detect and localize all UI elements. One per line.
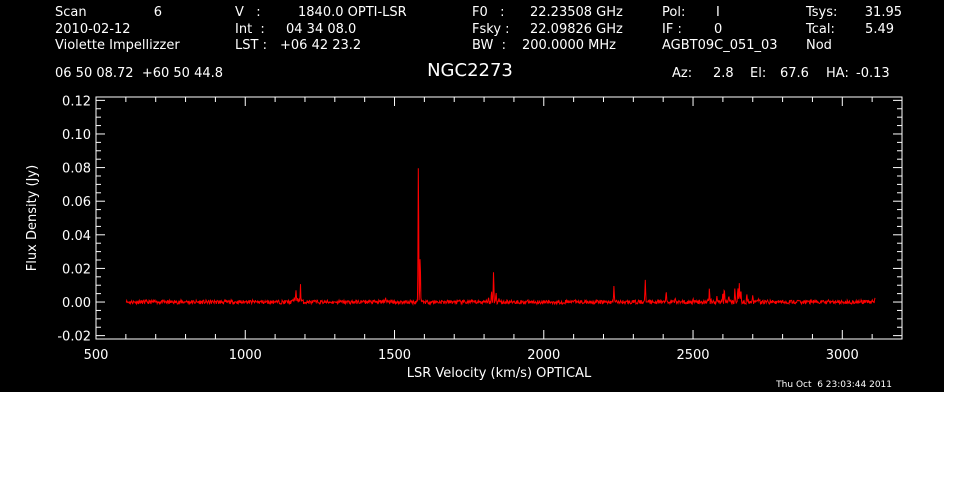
azimuth-value: 2.8 bbox=[713, 66, 734, 81]
tcal-label: Tcal: bbox=[806, 22, 835, 37]
scan-label: Scan bbox=[55, 5, 87, 20]
hour-angle-value: -0.13 bbox=[856, 66, 890, 81]
hour-angle-label: HA: bbox=[826, 66, 849, 81]
x-tick-label: 2500 bbox=[676, 348, 709, 363]
spectrum-panel bbox=[0, 0, 944, 392]
x-tick-label: 1000 bbox=[229, 348, 262, 363]
y-tick-label: 0.08 bbox=[62, 162, 91, 177]
integration-label: Int : bbox=[235, 22, 265, 37]
y-tick-label: 0.00 bbox=[62, 296, 91, 311]
lst-value: +06 42 23.2 bbox=[280, 38, 362, 53]
velocity-label: V : bbox=[235, 5, 261, 20]
y-tick-label: -0.02 bbox=[57, 330, 91, 345]
bandwidth-value: 200.0000 MHz bbox=[522, 38, 616, 53]
if-label: IF : bbox=[662, 22, 682, 37]
switching-mode: Nod bbox=[806, 38, 832, 53]
scan-number: 6 bbox=[153, 5, 162, 20]
y-tick-label: 0.12 bbox=[62, 94, 91, 109]
sky-frequency-label: Fsky : bbox=[472, 22, 510, 37]
velocity-value: 1840.0 OPTI-LSR bbox=[298, 5, 407, 20]
x-tick-label: 1500 bbox=[378, 348, 411, 363]
sky-frequency-value: 22.09826 GHz bbox=[530, 22, 623, 37]
rest-frequency-value: 22.23508 GHz bbox=[530, 5, 623, 20]
y-tick-label: 0.10 bbox=[62, 128, 91, 143]
integration-value: 04 34 08.0 bbox=[286, 22, 357, 37]
y-axis-title: Flux Density (Jy) bbox=[25, 165, 40, 271]
spectrum-series-line bbox=[125, 168, 876, 306]
polarization-value: I bbox=[716, 5, 720, 20]
y-tick-label: 0.06 bbox=[62, 195, 91, 210]
polarization-label: Pol: bbox=[662, 5, 686, 20]
if-value: 0 bbox=[714, 22, 723, 37]
observer-name: Violette Impellizzer bbox=[55, 38, 180, 53]
x-tick-label: 500 bbox=[84, 348, 109, 363]
source-coordinates: 06 50 08.72 +60 50 44.8 bbox=[55, 66, 224, 81]
elevation-value: 67.6 bbox=[780, 66, 809, 81]
spectrum-plot: 500 1000 1500 2000 2500 3000 -0.02 0.00 0.02 0.04… bbox=[25, 94, 903, 381]
elevation-label: El: bbox=[750, 66, 767, 81]
y-tick-label: 0.02 bbox=[62, 262, 91, 277]
x-axis-title: LSR Velocity (km/s) OPTICAL bbox=[407, 366, 592, 381]
bandwidth-label: BW : bbox=[472, 38, 506, 53]
azimuth-label: Az: bbox=[672, 66, 693, 81]
x-tick-label: 3000 bbox=[826, 348, 859, 363]
plot-timestamp: Thu Oct 6 23:03:44 2011 bbox=[776, 380, 892, 390]
observation-date: 2010-02-12 bbox=[55, 22, 131, 37]
x-tick-label: 2000 bbox=[527, 348, 560, 363]
tsys-value: 31.95 bbox=[864, 5, 902, 20]
source-name: NGC2273 bbox=[427, 60, 513, 81]
y-tick-label: 0.04 bbox=[62, 229, 91, 244]
tsys-label: Tsys: bbox=[806, 5, 838, 20]
rest-frequency-label: F0 : bbox=[472, 5, 505, 20]
plot-frame bbox=[95, 96, 903, 340]
lst-label: LST : bbox=[235, 38, 267, 53]
tcal-value: 5.49 bbox=[865, 22, 894, 37]
project-id: AGBT09C_051_03 bbox=[662, 38, 778, 53]
